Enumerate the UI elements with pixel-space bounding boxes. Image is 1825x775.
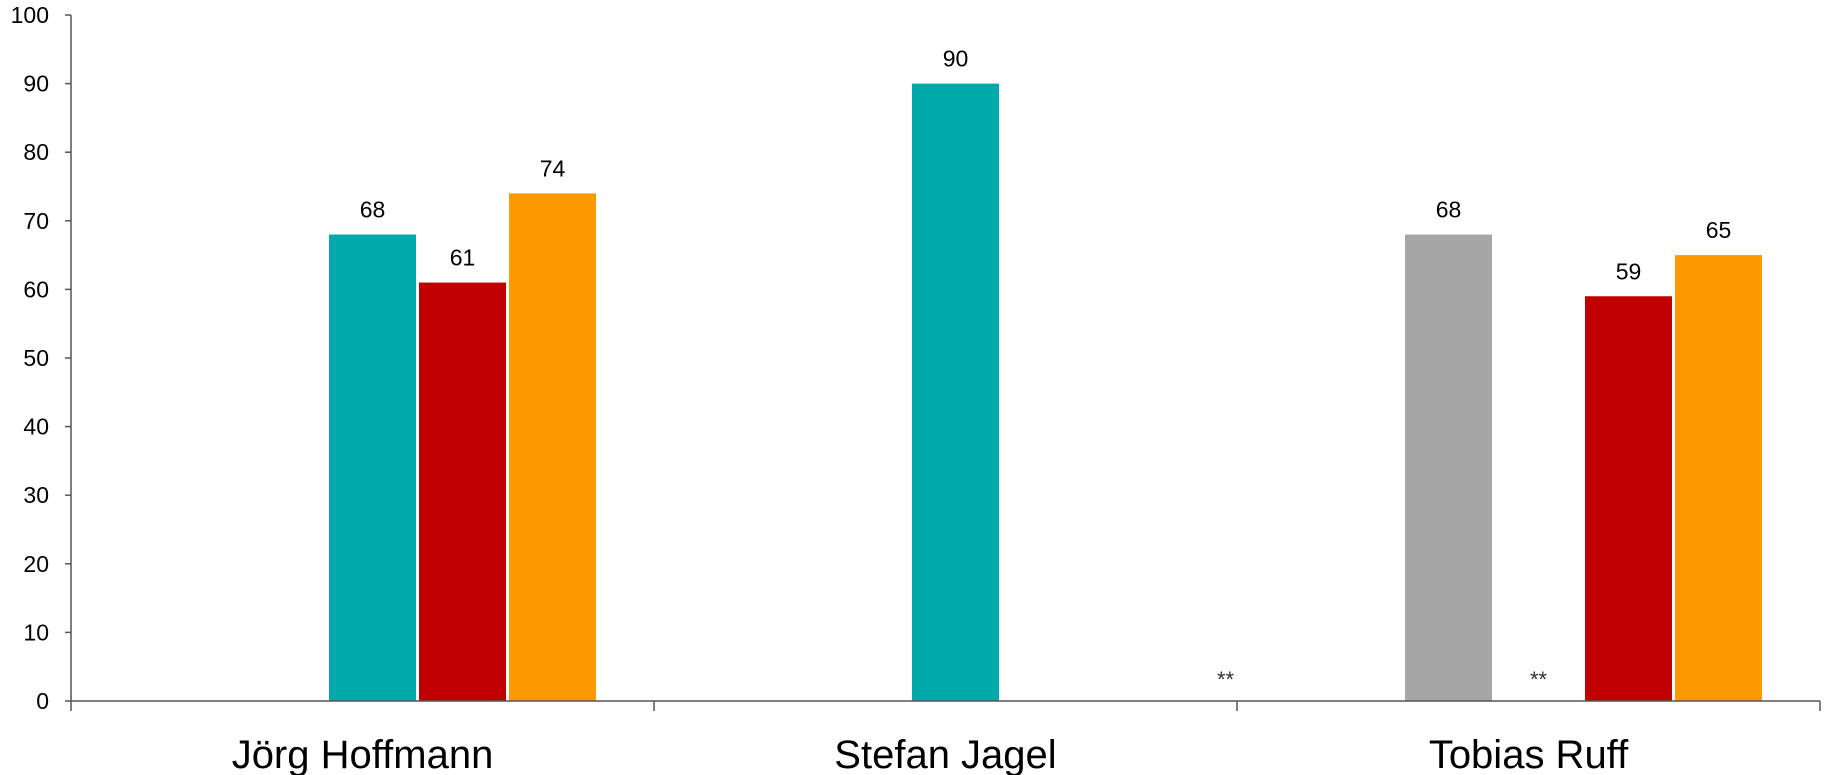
category-labels: Jörg Hoffmann Stefan Jagel Tobias Ruff [232, 733, 1629, 775]
y-tick-label: 20 [23, 551, 49, 577]
x-axis [70, 700, 1821, 711]
y-tick-label: 30 [23, 482, 49, 508]
data-label: 65 [1706, 217, 1732, 243]
bar [1675, 255, 1762, 701]
bar [1405, 234, 1492, 701]
y-tick-label: 50 [23, 345, 49, 371]
y-tick-label: 90 [23, 71, 49, 97]
y-tick-label: 60 [23, 276, 49, 302]
data-label: 68 [1436, 197, 1462, 223]
y-tick-label: 100 [11, 2, 49, 28]
data-label: 68 [360, 197, 386, 223]
y-tick-label: 80 [23, 139, 49, 165]
category-label: Tobias Ruff [1429, 733, 1629, 775]
y-tick-label: 70 [23, 208, 49, 234]
y-tick-label: 10 [23, 619, 49, 645]
annotation-note: ** [1217, 667, 1235, 692]
bar [912, 83, 999, 702]
bar [1585, 296, 1672, 701]
data-label: 61 [450, 245, 476, 271]
y-tick-label: 0 [36, 688, 49, 714]
annotation-note: ** [1530, 667, 1548, 692]
data-label: 59 [1616, 258, 1642, 284]
category-label: Jörg Hoffmann [232, 733, 494, 775]
y-tick-label: 40 [23, 414, 49, 440]
bar [329, 234, 416, 701]
bar [509, 193, 596, 702]
y-axis-ticks: 0 10 20 30 40 50 60 70 80 90 100 [11, 2, 72, 714]
bar-marks [329, 83, 1762, 702]
bar [419, 282, 506, 701]
data-labels: 68 61 74 90 68 59 65 [360, 46, 1732, 285]
annotation-notes: ** ** [1217, 667, 1548, 692]
category-label: Stefan Jagel [834, 733, 1056, 775]
data-label: 90 [943, 46, 969, 72]
data-label: 74 [540, 155, 566, 181]
